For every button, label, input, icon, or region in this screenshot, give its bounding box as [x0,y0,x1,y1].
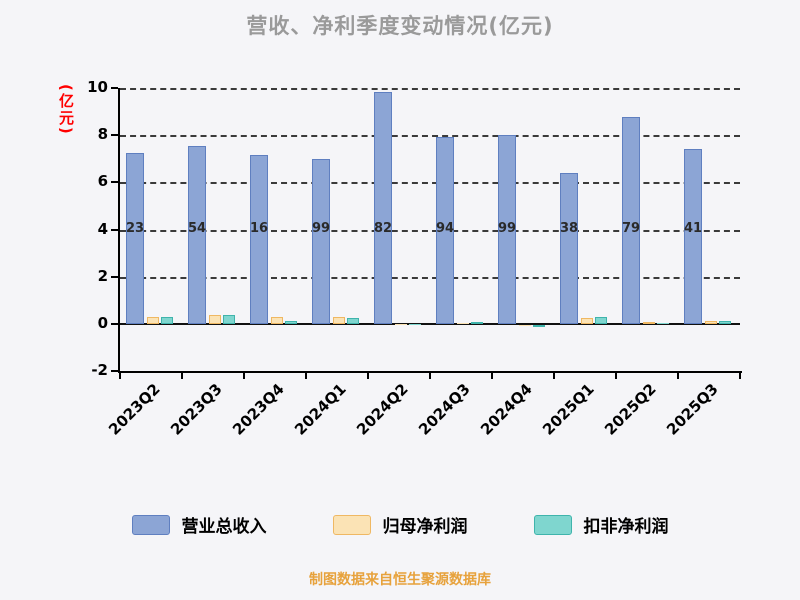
bar-deducted-net-profit [223,314,235,324]
x-axis-line [118,371,742,373]
plot-area: -2 0 2 4 6 8 10 23 2023Q2 54 2023Q3 16 2023Q4 99 2024Q… [87,78,742,439]
legend-label-deducted-net-profit: 扣非净利润 [583,517,669,537]
bar-value-label: 99 [497,220,517,236]
legend-item-net-profit: 归母净利润 [332,512,468,537]
bar-deducted-net-profit [285,321,297,324]
x-axis-tick [243,373,245,379]
y-tick-label: 2 [97,266,108,285]
bar-total-revenue [312,158,330,324]
bar-net-profit [643,321,655,324]
legend-label-net-profit: 归母净利润 [382,517,468,537]
y-axis-tick [111,87,118,89]
bar-value-label: 99 [311,220,331,236]
y-axis-title: (亿元) [57,84,75,136]
y-axis-tick [111,228,118,231]
bar-value-label: 41 [683,220,703,236]
bar-deducted-net-profit [657,322,669,324]
x-axis-tick [491,373,493,379]
x-axis-tick [305,373,307,379]
y-tick-label: 4 [97,219,108,238]
source-note: 制图数据来自恒生聚源数据库 [309,572,491,588]
grid-line [120,276,740,279]
bar-total-revenue [498,135,516,324]
x-axis-tick [553,373,555,379]
y-tick-label: -2 [91,361,108,379]
bar-net-profit [457,322,469,324]
x-axis-tick [615,373,617,379]
x-axis-tick [429,373,431,379]
bar-total-revenue [560,173,578,324]
bar-net-profit [333,316,345,324]
legend-swatch-net-profit [332,514,371,535]
bar-deducted-net-profit [347,318,359,324]
legend-item-deducted-net-profit: 扣非净利润 [533,512,669,537]
x-axis-tick [119,373,121,379]
bar-total-revenue [436,136,454,324]
bar-deducted-net-profit [471,321,483,324]
bar-net-profit [519,324,531,326]
y-tick-label: 10 [87,78,108,96]
legend-swatch-deducted-net-profit [533,514,572,535]
grid-line [120,182,740,185]
legend-label-total-revenue: 营业总收入 [181,517,267,537]
bar-deducted-net-profit [719,320,731,324]
bar-total-revenue [126,153,144,324]
bar-total-revenue [250,154,268,324]
y-axis-tick [111,322,118,325]
grid-line [120,229,740,232]
legend-item-total-revenue: 营业总收入 [131,512,267,537]
bar-deducted-net-profit [161,316,173,324]
legend: 营业总收入 归母净利润 扣非净利润 [0,512,800,537]
bar-net-profit [705,321,717,324]
bar-value-label: 79 [621,220,641,236]
bar-value-label: 23 [125,220,145,236]
bar-value-label: 38 [559,220,579,236]
bar-net-profit [147,316,159,324]
y-axis-tick [111,181,118,184]
bar-total-revenue [188,146,206,324]
y-axis-line [118,88,120,373]
chart-title: 营收、净利季度变动情况(亿元) [246,14,554,38]
bar-value-label: 94 [435,220,455,236]
x-axis-tick [677,373,679,379]
y-tick-label: 8 [97,125,108,144]
bar-net-profit [395,323,407,325]
y-axis-tick [111,370,118,372]
bar-deducted-net-profit [595,317,607,324]
grid-line [120,135,740,138]
bar-total-revenue [622,116,640,324]
y-axis-tick [111,275,118,278]
y-tick-label: 0 [97,313,108,332]
bar-net-profit [209,314,221,324]
x-axis-tick [181,373,183,379]
y-tick-label: 6 [97,172,108,191]
bar-value-label: 54 [187,220,207,236]
legend-swatch-total-revenue [131,514,170,535]
x-axis-tick [739,373,741,379]
bar-total-revenue [374,92,392,324]
x-axis-tick [367,373,369,379]
zero-gridline [120,322,740,325]
bar-value-label: 82 [373,220,393,236]
bar-value-label: 16 [249,220,269,236]
bar-deducted-net-profit [409,323,421,325]
grid-line [120,88,740,90]
bar-net-profit [271,317,283,324]
y-axis-tick [111,134,118,137]
bar-net-profit [581,317,593,324]
bar-total-revenue [684,149,702,324]
bar-deducted-net-profit [533,324,545,327]
